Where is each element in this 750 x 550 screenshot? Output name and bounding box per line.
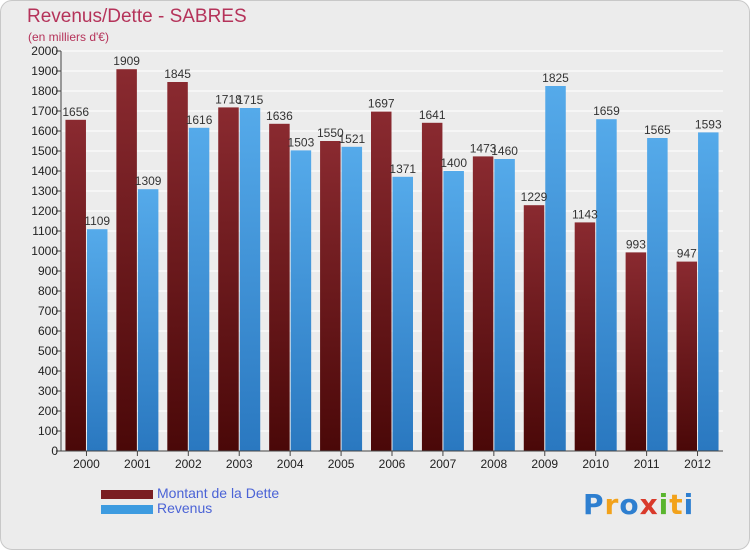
bar-revenus xyxy=(188,127,210,452)
y-tick-label: 600 xyxy=(38,324,58,338)
y-tick-label: 100 xyxy=(38,424,58,438)
bar-dette xyxy=(421,122,443,452)
x-tick-label: 2005 xyxy=(328,457,355,471)
x-tick-label: 2004 xyxy=(277,457,304,471)
legend-swatch-debt xyxy=(101,490,153,499)
x-tick-label: 2011 xyxy=(634,457,660,471)
y-tick-label: 1300 xyxy=(31,184,58,198)
y-tick-label: 1800 xyxy=(31,84,58,98)
y-tick-label: 1900 xyxy=(31,64,58,78)
bar-revenus xyxy=(698,132,719,451)
data-label-dette: 1636 xyxy=(266,109,293,123)
y-tick-label: 1000 xyxy=(31,244,58,258)
x-tick-label: 2003 xyxy=(226,457,253,471)
data-label-revenus: 1400 xyxy=(440,156,467,170)
bar-revenus xyxy=(647,138,668,451)
bar-dette xyxy=(269,123,290,452)
x-tick-label: 2012 xyxy=(684,457,711,471)
x-tick-label: 2007 xyxy=(430,457,457,471)
bar-revenus xyxy=(596,119,617,451)
bar-dette xyxy=(65,119,86,452)
data-label-dette: 1550 xyxy=(317,126,344,140)
y-tick-label: 1400 xyxy=(31,164,58,178)
y-tick-label: 800 xyxy=(38,284,58,298)
data-label-dette: 993 xyxy=(626,237,646,251)
axes: 0 100 200 300 400 500 600 700 800 900 1000 1100 1200… xyxy=(31,44,723,471)
x-tick-label: 2010 xyxy=(582,457,609,471)
y-tick-label: 700 xyxy=(38,304,58,318)
chart-subtitle: (en milliers d'€) xyxy=(28,30,109,44)
bar-revenus xyxy=(392,176,413,452)
y-tick-label: 1700 xyxy=(31,104,58,118)
data-label-dette: 947 xyxy=(677,247,697,261)
x-tick-label: 2009 xyxy=(531,457,558,471)
bar-dette xyxy=(676,261,698,451)
bar-revenus xyxy=(290,150,312,451)
data-label-dette: 1656 xyxy=(62,105,89,119)
bar-dette xyxy=(523,205,545,451)
data-label-revenus: 1460 xyxy=(491,144,518,158)
data-label-revenus: 1616 xyxy=(186,113,213,127)
data-label-revenus: 1593 xyxy=(695,117,722,131)
bar-revenus xyxy=(341,146,363,452)
x-tick-label: 2001 xyxy=(124,457,151,471)
y-tick-label: 400 xyxy=(38,364,58,378)
data-label-revenus: 1503 xyxy=(288,135,315,149)
legend-label-revenue: Revenus xyxy=(157,500,213,516)
bar-dette xyxy=(625,252,647,451)
x-tick-label: 2000 xyxy=(73,457,100,471)
data-label-revenus: 1715 xyxy=(237,93,264,107)
y-tick-label: 2000 xyxy=(31,44,58,58)
grid-lines xyxy=(61,50,723,452)
data-label-revenus: 1371 xyxy=(389,162,416,176)
bar-dette xyxy=(574,222,596,451)
y-tick-label: 300 xyxy=(38,384,58,398)
data-label-dette: 1143 xyxy=(572,207,598,221)
bar-dette xyxy=(116,69,137,451)
bars xyxy=(65,69,719,452)
data-label-dette: 1909 xyxy=(113,54,140,68)
bar-dette xyxy=(167,82,188,451)
data-label-dette: 1718 xyxy=(215,92,242,106)
data-label-dette: 1697 xyxy=(368,97,395,111)
y-tick-label: 0 xyxy=(51,444,58,458)
y-tick-label: 1100 xyxy=(32,224,58,238)
x-tick-label: 2006 xyxy=(379,457,406,471)
x-tick-label: 2002 xyxy=(175,457,202,471)
bar-revenus xyxy=(443,171,464,451)
data-label-revenus: 1565 xyxy=(644,123,671,137)
y-tick-label: 1600 xyxy=(31,124,58,138)
data-label-revenus: 1659 xyxy=(593,104,620,118)
y-tick-label: 1500 xyxy=(31,144,58,158)
data-label-dette: 1845 xyxy=(164,67,191,81)
x-tick-label: 2008 xyxy=(480,457,507,471)
proxiti-logo: Proxiti xyxy=(583,488,695,521)
y-tick-label: 200 xyxy=(38,404,58,418)
bar-revenus xyxy=(545,86,566,451)
data-label-revenus: 1309 xyxy=(135,174,162,188)
data-label-revenus: 1825 xyxy=(542,71,569,85)
data-label-dette: 1229 xyxy=(521,190,548,204)
bar-revenus xyxy=(137,189,159,451)
bar-revenus xyxy=(239,108,261,451)
legend-label-debt: Montant de la Dette xyxy=(157,485,280,501)
bar-dette xyxy=(472,156,494,451)
data-label-dette: 1473 xyxy=(470,141,497,155)
y-tick-label: 500 xyxy=(38,344,58,358)
bar-dette xyxy=(320,141,341,451)
data-label-revenus: 1521 xyxy=(338,132,365,146)
y-tick-label: 900 xyxy=(38,264,58,278)
data-label-dette: 1641 xyxy=(419,108,446,122)
legend-swatch-revenue xyxy=(101,505,153,514)
bar-revenus xyxy=(494,159,515,451)
data-label-revenus: 1109 xyxy=(84,214,110,228)
bar-dette xyxy=(371,111,392,451)
chart-title: Revenus/Dette - SABRES xyxy=(27,6,247,27)
bar-revenus xyxy=(86,229,108,451)
bar-dette xyxy=(218,107,239,452)
y-tick-label: 1200 xyxy=(31,204,58,218)
